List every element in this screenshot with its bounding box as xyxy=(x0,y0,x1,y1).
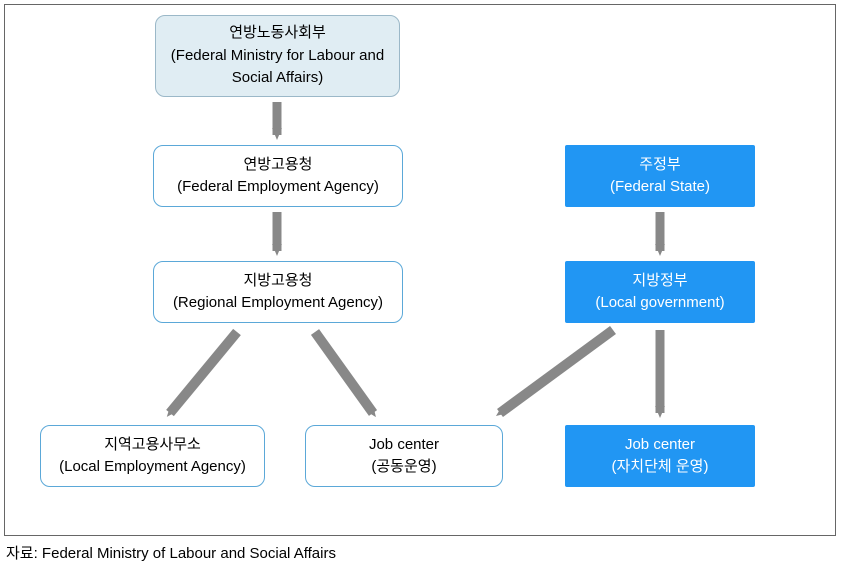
node-text: 연방고용청 xyxy=(243,154,312,177)
node-text: 지방고용청 xyxy=(243,270,312,293)
node-text: Social Affairs) xyxy=(232,67,323,90)
node-local-gov: 지방정부 (Local government) xyxy=(565,261,755,323)
node-text: (Federal State) xyxy=(610,176,710,199)
node-text: 지역고용사무소 xyxy=(104,434,201,457)
node-job-auto: Job center (자치단체 운영) xyxy=(565,425,755,487)
node-text: (Federal Employment Agency) xyxy=(177,176,379,199)
node-fed-state: 주정부 (Federal State) xyxy=(565,145,755,207)
node-ministry: 연방노동사회부 (Federal Ministry for Labour and… xyxy=(155,15,400,97)
node-text: (자치단체 운영) xyxy=(612,456,709,479)
node-text: (Federal Ministry for Labour and xyxy=(171,45,384,68)
node-text: (공동운영) xyxy=(371,456,436,479)
node-job-joint: Job center (공동운영) xyxy=(305,425,503,487)
node-text: Job center xyxy=(369,434,439,457)
node-text: (Regional Employment Agency) xyxy=(173,292,383,315)
node-text: Job center xyxy=(625,434,695,457)
node-text: 지방정부 xyxy=(632,270,687,293)
node-text: 연방노동사회부 xyxy=(229,22,326,45)
node-text: 주정부 xyxy=(639,154,680,177)
node-reg-emp: 지방고용청 (Regional Employment Agency) xyxy=(153,261,403,323)
node-text: (Local Employment Agency) xyxy=(59,456,246,479)
diagram-frame: 연방노동사회부 (Federal Ministry for Labour and… xyxy=(4,4,836,536)
node-local-emp: 지역고용사무소 (Local Employment Agency) xyxy=(40,425,265,487)
source-caption: 자료: Federal Ministry of Labour and Socia… xyxy=(6,542,848,563)
node-fed-emp: 연방고용청 (Federal Employment Agency) xyxy=(153,145,403,207)
node-text: (Local government) xyxy=(595,292,724,315)
